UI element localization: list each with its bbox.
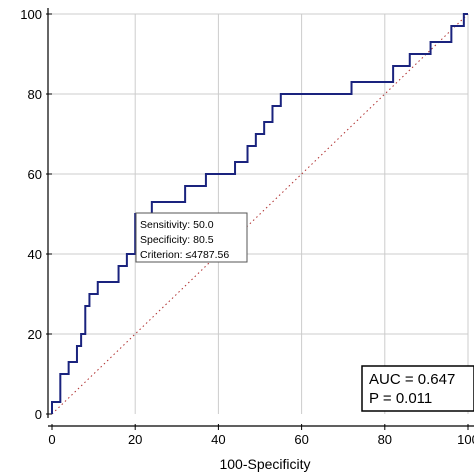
y-tick-label: 80 [28, 87, 42, 102]
auc-stats-box: AUC = 0.647 P = 0.011 [361, 365, 474, 412]
y-tick-label: 0 [35, 407, 42, 422]
x-tick-labels: 0 20 40 60 80 100 [48, 432, 474, 447]
stats-box-border [361, 365, 474, 412]
x-tick-label: 40 [211, 432, 225, 447]
x-axis-label: 100-Specificity [219, 456, 310, 472]
criterion-tooltip: Sensitivity: 50.0 Specificity: 80.5 Crit… [135, 212, 248, 263]
tooltip-sensitivity: Sensitivity: 50.0 [140, 219, 214, 231]
auc-value: AUC = 0.647 [369, 371, 455, 388]
x-tick-label: 20 [128, 432, 142, 447]
tooltip-criterion: Criterion: ≤4787.56 [140, 249, 229, 261]
y-tick-label: 40 [28, 247, 42, 262]
y-tick-label: 60 [28, 167, 42, 182]
tooltip-specificity: Specificity: 80.5 [140, 234, 214, 246]
x-tick-label: 100 [457, 432, 474, 447]
p-value: P = 0.011 [369, 390, 432, 407]
reference-diagonal [51, 13, 469, 415]
y-tick-label: 100 [20, 7, 42, 22]
tooltip-box [135, 212, 248, 263]
x-tick-label: 0 [48, 432, 55, 447]
x-tick-label: 80 [378, 432, 392, 447]
roc-curve [51, 13, 468, 414]
x-tick-label: 60 [294, 432, 308, 447]
y-tick-label: 20 [28, 327, 42, 342]
y-tick-labels: 0 20 40 60 80 100 [20, 7, 42, 422]
